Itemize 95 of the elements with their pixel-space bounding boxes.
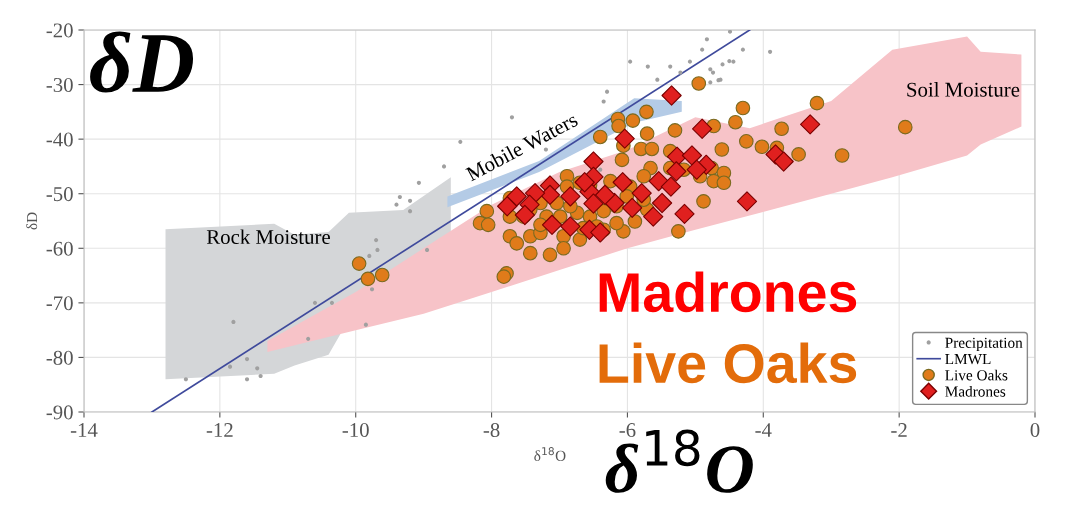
point [560, 216, 581, 237]
point [258, 373, 263, 379]
point [497, 196, 518, 217]
x-tick-label: -12 [206, 423, 233, 437]
point [740, 47, 745, 52]
point [227, 364, 233, 369]
point [374, 238, 379, 243]
point [541, 214, 563, 235]
x-tick-label: -6 [619, 423, 636, 438]
legend-label: Madrones [945, 385, 1006, 397]
point [312, 300, 318, 305]
point [244, 377, 250, 382]
point [651, 192, 673, 214]
point [231, 319, 236, 325]
point [768, 49, 773, 54]
point [416, 180, 421, 185]
x-tick-label: 0 [1030, 423, 1040, 438]
annotation: δD [90, 31, 194, 93]
annotation: Soil Moisture [907, 82, 1020, 97]
point [727, 30, 733, 34]
y-tick-label: -30 [46, 77, 73, 92]
point [692, 118, 713, 139]
point [594, 184, 616, 205]
point [583, 151, 604, 172]
y-tick-label: -50 [46, 187, 73, 202]
point [458, 139, 463, 144]
annotation: Mobile Waters [464, 111, 579, 182]
point [687, 59, 693, 64]
y-tick-label: -90 [46, 405, 73, 420]
annotation: Live Oaks [599, 342, 857, 384]
point [539, 184, 561, 205]
y-tick-label: -80 [46, 350, 73, 365]
legend-label: Precipitation [945, 337, 1023, 352]
legend-label: Live Oaks [945, 369, 1008, 381]
annotation: Madrones [599, 271, 857, 313]
point [628, 59, 633, 64]
point [583, 193, 604, 214]
point [590, 222, 611, 243]
point [668, 64, 673, 69]
y-tick-label: -70 [46, 296, 73, 311]
x-tick-label: -10 [342, 423, 369, 438]
point [736, 191, 758, 212]
point [329, 300, 335, 305]
point [773, 151, 794, 172]
y-axis-title: δD [26, 212, 38, 230]
point [660, 176, 682, 197]
point [244, 356, 250, 362]
x-tick-label: -14 [70, 423, 98, 437]
point [645, 64, 650, 69]
point [681, 145, 703, 166]
point [631, 183, 652, 204]
legend-label: LMWL [945, 354, 991, 365]
point [622, 197, 643, 219]
point [509, 115, 515, 120]
point [612, 172, 633, 193]
x-tick-label: -4 [755, 423, 772, 437]
point [800, 114, 821, 135]
point [560, 186, 581, 207]
point [424, 247, 430, 253]
point [367, 253, 372, 259]
point [704, 37, 709, 42]
point [708, 80, 713, 85]
point [363, 322, 368, 327]
point [655, 77, 660, 82]
point [574, 172, 595, 193]
x-axis-title: δ$^{18}$O [534, 447, 566, 462]
point [643, 206, 664, 227]
point [710, 70, 716, 75]
y-tick-label: -40 [46, 132, 73, 147]
point [661, 85, 682, 106]
y-tick-label: -60 [46, 241, 73, 256]
point [375, 247, 380, 253]
point [700, 47, 705, 52]
point [674, 203, 695, 225]
point [306, 336, 311, 341]
point [666, 161, 687, 182]
point [708, 67, 713, 72]
point [397, 194, 402, 200]
point [506, 186, 527, 207]
point [255, 366, 260, 371]
annotation: Rock Moisture [206, 229, 330, 245]
point [369, 287, 375, 292]
point [183, 377, 188, 382]
point [604, 89, 610, 94]
point [407, 198, 413, 203]
point [686, 159, 707, 180]
point [407, 209, 413, 214]
x-tick-label: -8 [483, 423, 500, 438]
point [514, 204, 535, 226]
y-tick-label: -20 [46, 23, 73, 38]
point [441, 164, 447, 169]
point [727, 59, 732, 64]
point [614, 128, 635, 149]
x-tick-label: -2 [891, 423, 907, 437]
point [598, 167, 603, 172]
